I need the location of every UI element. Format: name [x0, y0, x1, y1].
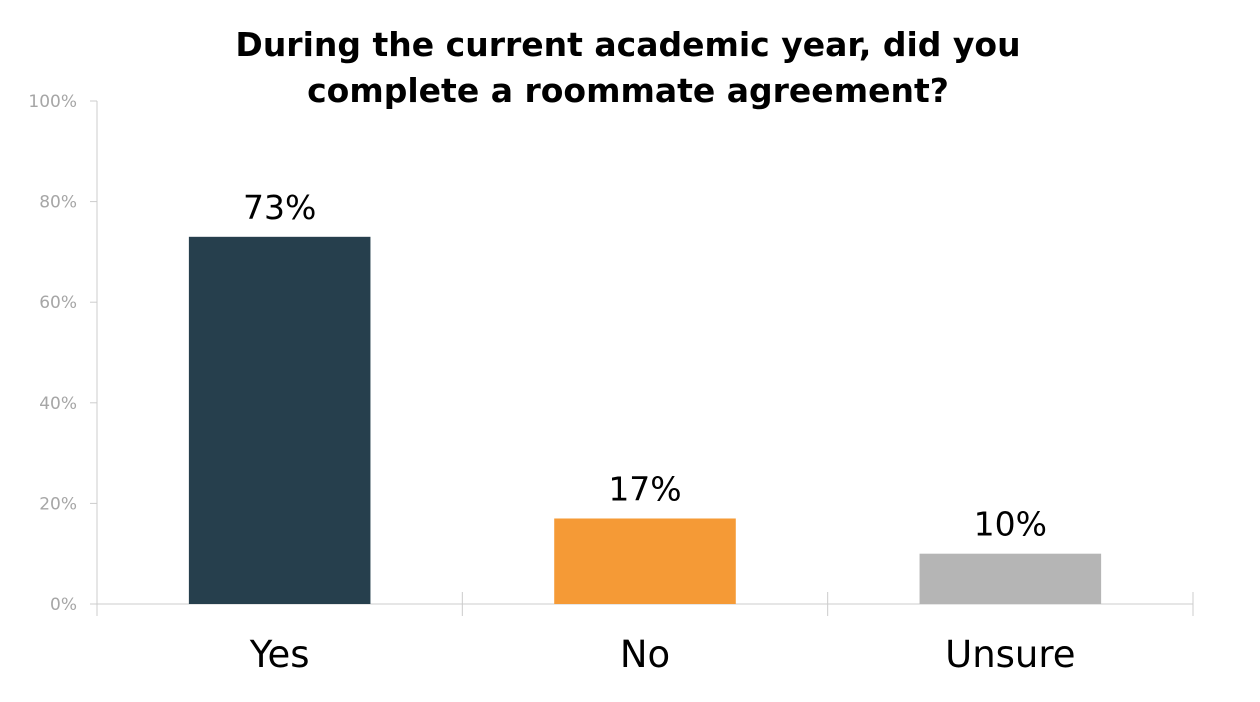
bars [188, 236, 1102, 604]
bar-yes [188, 236, 371, 604]
y-tick-label: 20% [39, 494, 77, 514]
category-label-unsure: Unsure [945, 633, 1075, 676]
category-labels: Yes No Unsure [249, 633, 1076, 676]
bar-unsure [919, 553, 1102, 604]
data-labels: 73% 17% 10% [243, 188, 1047, 544]
y-tick-label: 40% [39, 394, 77, 414]
y-tick-label: 100% [28, 92, 77, 112]
data-label-unsure: 10% [974, 505, 1047, 544]
y-tick-label: 80% [39, 193, 77, 213]
y-axis: 0% 20% 40% 60% 80% 100% [28, 92, 98, 615]
data-label-no: 17% [608, 469, 681, 508]
y-tick-label: 0% [50, 595, 77, 615]
bar-no [554, 518, 736, 604]
chart-title-line-1: During the current academic year, did yo… [235, 25, 1020, 64]
category-label-yes: Yes [249, 633, 310, 676]
category-label-no: No [620, 633, 670, 676]
data-label-yes: 73% [243, 188, 316, 227]
chart-title-line-2: complete a roommate agreement? [307, 71, 949, 110]
y-tick-label: 60% [39, 293, 77, 313]
